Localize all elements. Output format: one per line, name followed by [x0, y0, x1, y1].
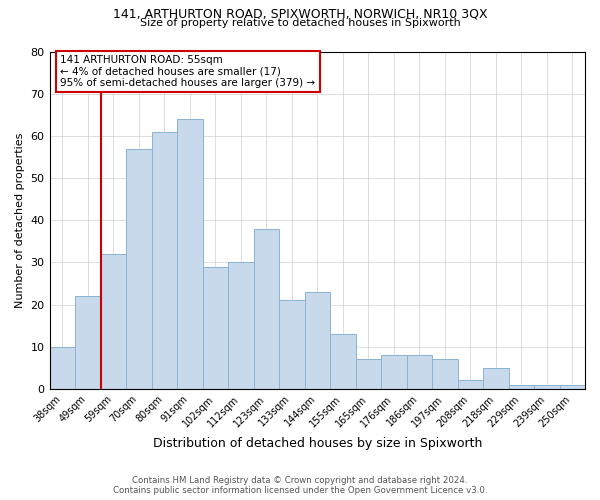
Bar: [101, 254, 126, 389]
Text: 141, ARTHURTON ROAD, SPIXWORTH, NORWICH, NR10 3QX: 141, ARTHURTON ROAD, SPIXWORTH, NORWICH,…: [113, 8, 487, 20]
Bar: [560, 384, 585, 389]
Bar: [279, 300, 305, 389]
Bar: [177, 119, 203, 389]
Bar: [509, 384, 534, 389]
Bar: [381, 355, 407, 389]
X-axis label: Distribution of detached houses by size in Spixworth: Distribution of detached houses by size …: [152, 437, 482, 450]
Bar: [483, 368, 509, 389]
Bar: [534, 384, 560, 389]
Bar: [152, 132, 177, 389]
Bar: [458, 380, 483, 389]
Text: Size of property relative to detached houses in Spixworth: Size of property relative to detached ho…: [140, 18, 460, 28]
Bar: [203, 266, 228, 389]
Bar: [50, 346, 75, 389]
Text: 141 ARTHURTON ROAD: 55sqm
← 4% of detached houses are smaller (17)
95% of semi-d: 141 ARTHURTON ROAD: 55sqm ← 4% of detach…: [60, 55, 316, 88]
Bar: [356, 360, 381, 389]
Bar: [330, 334, 356, 389]
Bar: [432, 360, 458, 389]
Bar: [228, 262, 254, 389]
Bar: [407, 355, 432, 389]
Bar: [305, 292, 330, 389]
Text: Contains HM Land Registry data © Crown copyright and database right 2024.
Contai: Contains HM Land Registry data © Crown c…: [113, 476, 487, 495]
Y-axis label: Number of detached properties: Number of detached properties: [15, 132, 25, 308]
Bar: [254, 228, 279, 389]
Bar: [126, 148, 152, 389]
Bar: [75, 296, 101, 389]
